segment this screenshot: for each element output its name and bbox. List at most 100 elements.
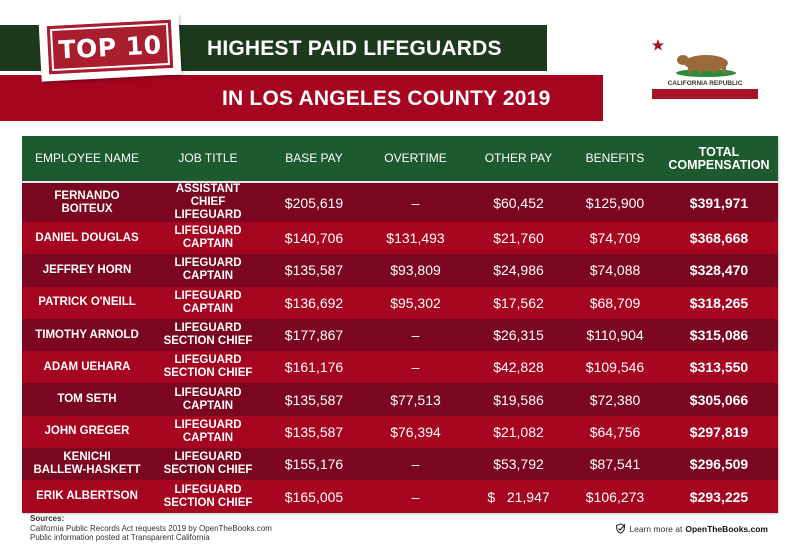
employee-name-line1: TIMOTHY ARNOLD: [35, 328, 139, 341]
job-title-line2: SECTION CHIEF: [163, 335, 253, 348]
compensation-table-grid: EMPLOYEE NAME JOB TITLE BASE PAY OVERTIM…: [22, 136, 778, 513]
table-row: TOM SETH LIFEGUARD CAPTAIN $135,587 $77,513…: [22, 383, 778, 416]
other-pay: $21,082: [493, 423, 544, 440]
job-title: LIFEGUARD CAPTAIN: [152, 222, 264, 254]
column-header-overtime: OVERTIME: [384, 151, 447, 165]
employee-name: TOM SETH: [22, 383, 152, 415]
sources-note: Sources: California Public Records Act r…: [30, 514, 272, 543]
benefits: $64,756: [589, 423, 641, 440]
job-title-line1: LIFEGUARD: [174, 322, 242, 335]
total-compensation: $313,550: [689, 359, 749, 376]
compensation-table: EMPLOYEE NAME JOB TITLE BASE PAY OVERTIM…: [22, 136, 778, 513]
employee-name-line1: ADAM UEHARA: [43, 360, 131, 373]
column-header-job-title: JOB TITLE: [178, 151, 238, 165]
other-pay: $60,452: [493, 194, 544, 211]
employee-name-line1: PATRICK O'NEILL: [38, 296, 136, 309]
base-pay: $140,706: [284, 230, 344, 247]
bear-icon: [677, 55, 728, 73]
column-header-other-pay: OTHER PAY: [484, 151, 553, 165]
overtime: –: [411, 194, 420, 211]
california-flag-icon: CALIFORNIA REPUBLIC: [650, 36, 760, 100]
total-compensation: $297,819: [689, 423, 749, 440]
top-10-stamp: TOP 10: [38, 12, 182, 82]
overtime: –: [411, 456, 420, 473]
title-line-2: IN LOS ANGELES COUNTY 2019: [222, 87, 551, 110]
total-compensation: $368,668: [689, 230, 749, 247]
job-title: LIFEGUARD SECTION CHIEF: [152, 448, 264, 480]
employee-name: TIMOTHY ARNOLD: [22, 319, 152, 351]
base-pay: $205,619: [284, 194, 344, 211]
benefits: $74,088: [589, 262, 641, 279]
job-title-line1: LIFEGUARD CAPTAIN: [174, 289, 242, 315]
benefits: $110,904: [586, 327, 644, 344]
total-header-line2: COMPENSATION: [668, 157, 770, 172]
flag-text: CALIFORNIA REPUBLIC: [668, 80, 743, 87]
title-banner-red: IN LOS ANGELES COUNTY 2019: [0, 75, 603, 121]
other-pay: $24,986: [493, 262, 544, 279]
overtime: –: [411, 488, 420, 505]
benefits: $106,273: [585, 488, 645, 505]
table-row: FERNANDO BOITEUX ASSISTANT CHIEF LIFEGUARD $…: [22, 182, 778, 222]
benefits: $72,380: [589, 391, 641, 408]
employee-name-line2: BOITEUX: [61, 202, 113, 215]
employee-name: JEFFREY HORN: [22, 254, 152, 286]
table-row: JEFFREY HORN LIFEGUARD CAPTAIN $135,587 $93…: [22, 254, 778, 287]
benefits: $125,900: [585, 194, 645, 211]
overtime: $76,394: [390, 423, 441, 440]
benefits: $109,546: [585, 359, 645, 376]
overtime: $95,302: [390, 294, 441, 311]
job-title-line1: LIFEGUARD: [174, 354, 242, 367]
job-title-line2: SECTION CHIEF: [163, 367, 253, 380]
other-pay: $21,760: [493, 230, 544, 247]
column-header-benefits: BENEFITS: [585, 151, 645, 165]
other-pay: $53,792: [493, 456, 544, 473]
flag-stripe: [652, 89, 758, 99]
job-title-line2: SECTION CHIEF: [163, 496, 253, 509]
table-row: JOHN GREGER LIFEGUARD CAPTAIN $135,587 $76,…: [22, 415, 778, 449]
column-header-base-pay: BASE PAY: [285, 151, 343, 165]
job-title-line1: ASSISTANT: [175, 183, 241, 195]
source-line-2: Public information posted at Transparent…: [30, 533, 210, 542]
table-row: DANIEL DOUGLAS LIFEGUARD CAPTAIN $140,706 $…: [22, 222, 778, 255]
employee-name-line1: DANIEL DOUGLAS: [35, 231, 139, 244]
job-title: LIFEGUARD CAPTAIN: [152, 383, 264, 415]
employee-name-line1: FERNANDO: [54, 189, 120, 202]
job-title: LIFEGUARD SECTION CHIEF: [152, 351, 264, 383]
other-pay: $26,315: [493, 327, 544, 344]
table-row: TIMOTHY ARNOLD LIFEGUARD SECTION CHIEF $177…: [22, 318, 778, 352]
star-icon: [652, 39, 664, 51]
base-pay: $135,587: [284, 391, 344, 408]
source-line-1: California Public Records Act requests 2…: [30, 523, 272, 533]
job-title-line2: SECTION CHIEF: [163, 464, 253, 477]
sources-label: Sources:: [30, 514, 65, 523]
benefits: $87,541: [589, 456, 641, 473]
learn-more-link[interactable]: Learn more at OpenTheBooks.com: [615, 523, 768, 534]
benefits: $68,709: [589, 294, 641, 311]
checkmark-shield-icon: [616, 523, 626, 534]
title-line-1: HIGHEST PAID LIFEGUARDS: [207, 37, 502, 60]
employee-name-line1: ERIK ALBERTSON: [36, 490, 138, 503]
table-row: ERIK ALBERTSON LIFEGUARD SECTION CHIEF $165…: [22, 480, 778, 513]
overtime: –: [411, 327, 420, 344]
table-row: PATRICK O'NEILL LIFEGUARD CAPTAIN $136,692…: [22, 286, 778, 319]
employee-name-line1: JEFFREY HORN: [42, 263, 132, 276]
employee-name-line2: BALLEW-HASKETT: [33, 464, 141, 477]
employee-name: PATRICK O'NEILL: [22, 287, 152, 319]
other-pay: $ 21,947: [487, 488, 550, 505]
employee-name: KENICHI BALLEW-HASKETT: [22, 448, 152, 480]
job-title-line2: CHIEF LIFEGUARD: [174, 196, 242, 221]
job-title: LIFEGUARD CAPTAIN: [152, 287, 264, 319]
job-title: LIFEGUARD CAPTAIN: [152, 416, 264, 448]
employee-name-line1: KENICHI: [63, 451, 111, 464]
base-pay: $135,587: [284, 423, 344, 440]
total-compensation: $315,086: [689, 327, 749, 344]
base-pay: $177,867: [284, 327, 344, 344]
job-title-line1: LIFEGUARD: [174, 483, 242, 496]
base-pay: $135,587: [284, 262, 344, 279]
learn-more-brand[interactable]: OpenTheBooks.com: [685, 523, 768, 534]
total-compensation: $391,971: [689, 194, 749, 211]
benefits: $74,709: [589, 230, 641, 247]
total-compensation: $305,066: [689, 391, 749, 408]
employee-name: ADAM UEHARA: [22, 351, 152, 383]
job-title-line1: LIFEGUARD CAPTAIN: [174, 418, 242, 444]
